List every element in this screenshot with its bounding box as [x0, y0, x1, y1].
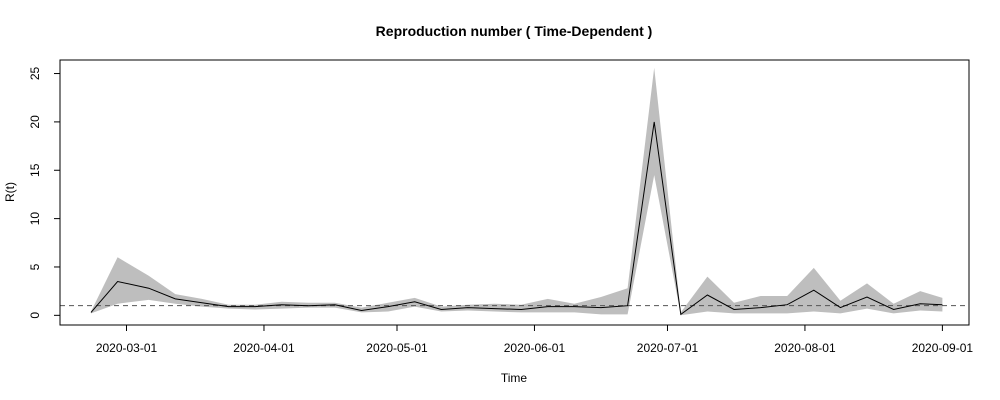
- plot-area: [60, 67, 969, 316]
- y-tick-label: 15: [28, 163, 42, 177]
- confidence-band: [91, 67, 943, 316]
- x-axis: 2020-03-01 2020-04-01 2020-05-01 2020-06-01…: [96, 324, 974, 355]
- y-axis: 0 5 10 15 20 25: [28, 67, 61, 319]
- x-tick-label: 2020-05-01: [366, 341, 428, 355]
- y-tick-label: 5: [28, 263, 42, 270]
- x-tick-label: 2020-06-01: [504, 341, 566, 355]
- x-tick-label: 2020-08-01: [774, 341, 836, 355]
- x-tick-label: 2020-09-01: [912, 341, 974, 355]
- y-tick-label: 0: [28, 312, 42, 319]
- chart-title: Reproduction number ( Time-Dependent ): [376, 23, 653, 39]
- y-tick-label: 20: [28, 115, 42, 129]
- y-tick-label: 10: [28, 212, 42, 226]
- x-tick-label: 2020-07-01: [637, 341, 699, 355]
- x-axis-label: Time: [501, 371, 528, 385]
- y-tick-label: 25: [28, 67, 42, 81]
- rt-line: [90, 121, 943, 316]
- plot-frame: [59, 59, 970, 326]
- x-tick-label: 2020-03-01: [96, 341, 158, 355]
- x-tick-label: 2020-04-01: [233, 341, 295, 355]
- y-axis-label: R(t): [3, 182, 17, 202]
